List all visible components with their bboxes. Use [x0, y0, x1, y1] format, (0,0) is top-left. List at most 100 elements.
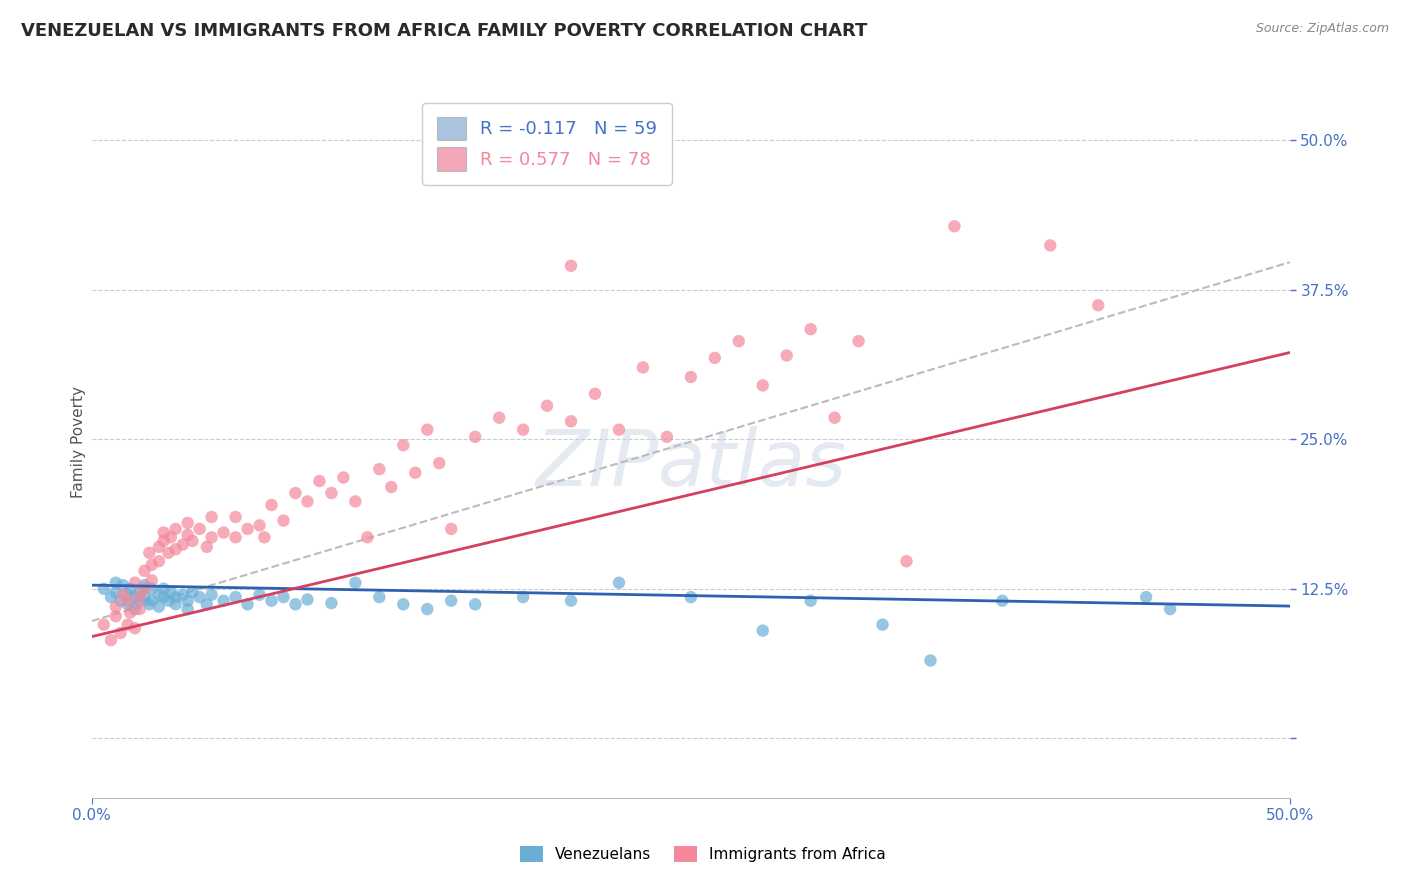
- Point: [583, 386, 606, 401]
- Point: [110, 593, 132, 607]
- Point: [344, 575, 367, 590]
- Point: [991, 593, 1014, 607]
- Point: [1159, 602, 1181, 616]
- Point: [356, 530, 378, 544]
- Point: [1135, 590, 1157, 604]
- Point: [141, 574, 163, 588]
- Point: [225, 590, 247, 604]
- Point: [308, 474, 330, 488]
- Point: [380, 480, 402, 494]
- Point: [128, 593, 150, 607]
- Point: [368, 590, 391, 604]
- Legend: R = -0.117   N = 59, R = 0.577   N = 78: R = -0.117 N = 59, R = 0.577 N = 78: [422, 103, 672, 185]
- Point: [284, 486, 307, 500]
- Point: [776, 349, 799, 363]
- Point: [332, 470, 354, 484]
- Point: [141, 593, 163, 607]
- Point: [560, 259, 582, 273]
- Point: [212, 593, 235, 607]
- Point: [253, 530, 276, 544]
- Point: [165, 597, 187, 611]
- Point: [117, 617, 139, 632]
- Point: [512, 590, 534, 604]
- Point: [848, 334, 870, 348]
- Point: [321, 486, 343, 500]
- Point: [120, 582, 142, 596]
- Point: [104, 585, 127, 599]
- Point: [201, 588, 224, 602]
- Text: Source: ZipAtlas.com: Source: ZipAtlas.com: [1256, 22, 1389, 36]
- Point: [134, 590, 156, 604]
- Point: [751, 378, 773, 392]
- Point: [488, 410, 510, 425]
- Point: [176, 593, 198, 607]
- Point: [225, 510, 247, 524]
- Legend: Venezuelans, Immigrants from Africa: Venezuelans, Immigrants from Africa: [513, 840, 893, 868]
- Point: [201, 510, 224, 524]
- Point: [727, 334, 749, 348]
- Point: [134, 582, 156, 596]
- Point: [148, 554, 170, 568]
- Point: [260, 593, 283, 607]
- Point: [427, 456, 450, 470]
- Point: [117, 588, 139, 602]
- Point: [128, 590, 150, 604]
- Point: [134, 578, 156, 592]
- Point: [176, 528, 198, 542]
- Point: [152, 590, 174, 604]
- Point: [176, 516, 198, 530]
- Point: [138, 546, 160, 560]
- Point: [124, 590, 146, 604]
- Point: [1087, 298, 1109, 312]
- Point: [297, 592, 319, 607]
- Point: [195, 597, 218, 611]
- Point: [943, 219, 966, 234]
- Point: [440, 522, 463, 536]
- Point: [1039, 238, 1062, 252]
- Point: [368, 462, 391, 476]
- Point: [124, 621, 146, 635]
- Point: [655, 430, 678, 444]
- Point: [273, 514, 295, 528]
- Point: [93, 617, 115, 632]
- Point: [607, 423, 630, 437]
- Point: [416, 423, 439, 437]
- Point: [872, 617, 894, 632]
- Point: [117, 593, 139, 607]
- Point: [416, 602, 439, 616]
- Point: [111, 588, 134, 602]
- Point: [225, 530, 247, 544]
- Point: [165, 522, 187, 536]
- Point: [607, 575, 630, 590]
- Point: [260, 498, 283, 512]
- Point: [172, 588, 194, 602]
- Point: [157, 546, 180, 560]
- Point: [117, 597, 139, 611]
- Point: [404, 466, 426, 480]
- Point: [111, 578, 134, 592]
- Point: [800, 322, 823, 336]
- Point: [679, 370, 702, 384]
- Point: [138, 597, 160, 611]
- Point: [141, 582, 163, 596]
- Point: [110, 626, 132, 640]
- Point: [172, 537, 194, 551]
- Point: [188, 590, 211, 604]
- Point: [141, 558, 163, 572]
- Point: [392, 438, 415, 452]
- Point: [297, 494, 319, 508]
- Point: [104, 575, 127, 590]
- Point: [157, 593, 180, 607]
- Point: [679, 590, 702, 604]
- Point: [100, 590, 122, 604]
- Point: [824, 410, 846, 425]
- Point: [128, 585, 150, 599]
- Point: [249, 588, 271, 602]
- Point: [160, 530, 183, 544]
- Point: [440, 593, 463, 607]
- Point: [751, 624, 773, 638]
- Point: [392, 597, 415, 611]
- Point: [160, 585, 183, 599]
- Point: [201, 530, 224, 544]
- Y-axis label: Family Poverty: Family Poverty: [72, 386, 86, 499]
